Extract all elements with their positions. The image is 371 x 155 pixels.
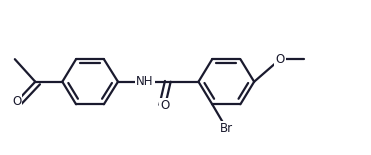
Text: Br: Br	[220, 122, 233, 135]
Text: O: O	[161, 99, 170, 112]
Text: O: O	[12, 95, 21, 108]
Text: NH: NH	[136, 75, 154, 88]
Text: O: O	[276, 53, 285, 66]
